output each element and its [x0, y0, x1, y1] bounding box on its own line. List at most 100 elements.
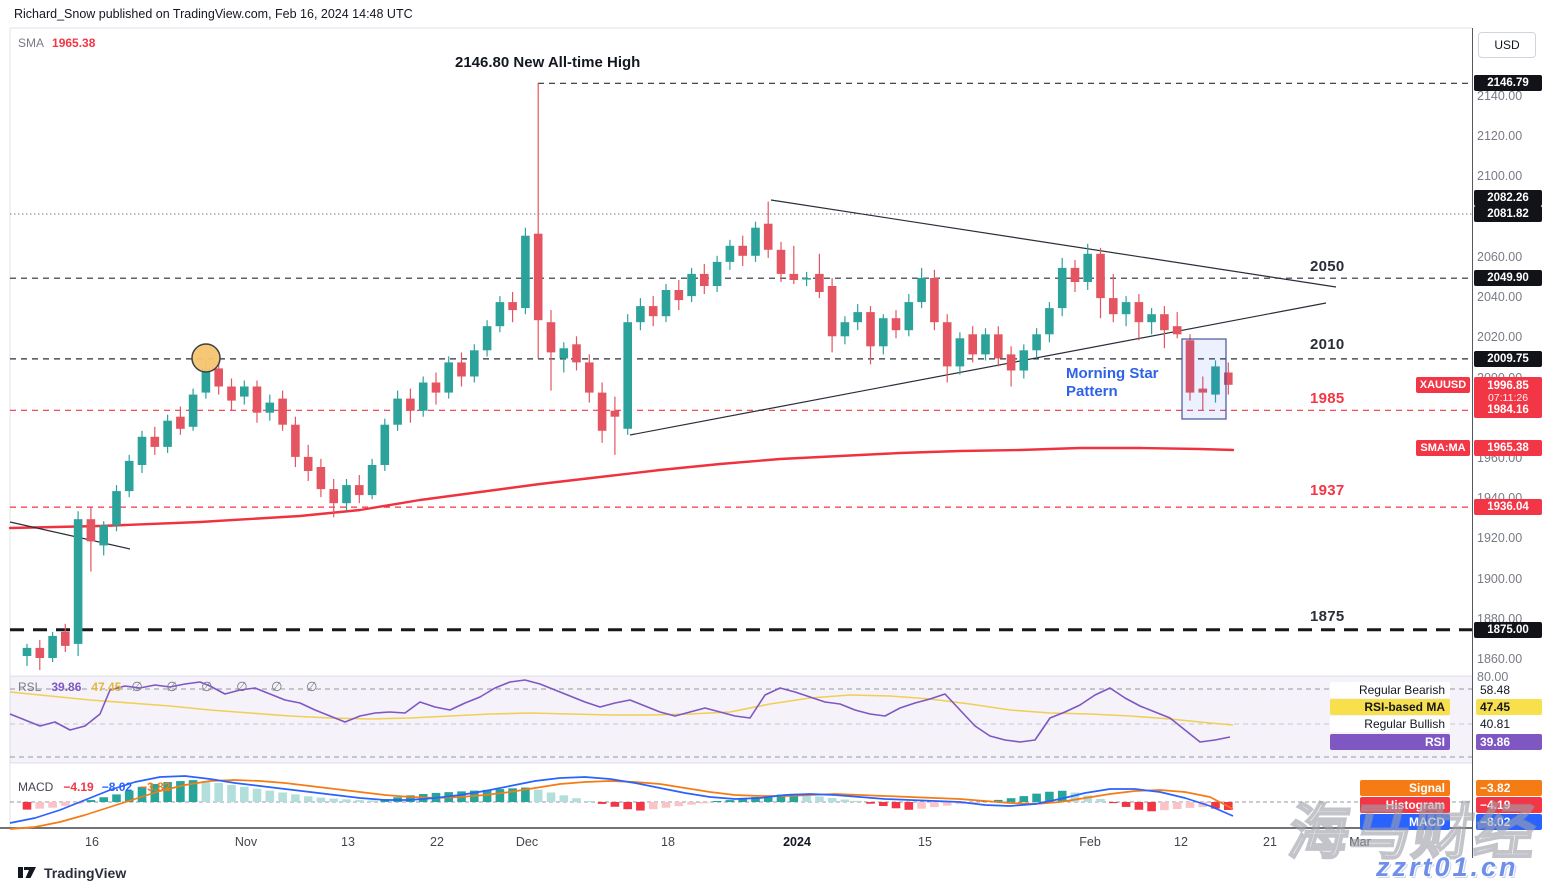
candle-body [1109, 298, 1118, 315]
macd-legend-title: MACD [18, 780, 54, 794]
candle-body [48, 635, 57, 658]
macd-histogram-bar [1185, 802, 1195, 808]
macd-histogram-bar [725, 800, 735, 802]
rsi-row-label-rsi-based-ma: RSI-based MA [1330, 699, 1450, 715]
candle-body [1070, 267, 1080, 282]
macd-legend[interactable]: MACD −4.19 −8.02 −3.82 [18, 780, 178, 794]
macd-histogram-bar [214, 783, 223, 802]
macd-histogram-bar [1057, 790, 1067, 802]
macd-histogram-bar [738, 798, 747, 802]
macd-histogram-bar [1096, 798, 1105, 802]
candle-body [201, 368, 211, 393]
candle-body [137, 436, 147, 465]
morning-star-line2: Pattern [1066, 383, 1118, 400]
candle-body [533, 233, 543, 321]
badge-value: 2049.90 [1487, 272, 1529, 285]
macd-histogram-bar [303, 796, 313, 802]
macd-histogram-bar [1134, 802, 1144, 810]
candle-body [240, 386, 249, 397]
macd-histogram-bar [994, 799, 1003, 802]
candle-body [176, 416, 185, 429]
rsi-ma-line [9, 691, 1234, 726]
macd-histogram-bar [252, 788, 262, 802]
macd-histogram-bar [942, 802, 952, 806]
macd-histogram-bar [636, 802, 645, 811]
candle-body [150, 436, 160, 447]
rsi-legend[interactable]: RSL 39.86 47.45 ∅ ∅ ∅ ∅ ∅ ∅ [18, 679, 327, 695]
time-tick-15: 15 [918, 835, 932, 849]
rsi-divergence-zero-markers: ∅ ∅ ∅ ∅ ∅ ∅ [131, 679, 328, 694]
tradingview-logo[interactable]: TradingView [18, 864, 126, 881]
candle-body [112, 491, 121, 526]
currency-button[interactable]: USD [1478, 32, 1536, 58]
candle-body [508, 302, 517, 311]
morning-star-line1: Morning Star [1066, 365, 1159, 382]
candle-body [1198, 388, 1208, 393]
all-time-high-annotation: 2146.80 New All-time High [455, 54, 641, 71]
macd-histogram-bar [188, 780, 198, 802]
macd-histogram-bar [1032, 793, 1041, 802]
macd-histogram-bar [406, 795, 415, 802]
macd-legend-value: −3.82 [140, 780, 171, 794]
macd-histogram-bar [86, 800, 96, 802]
rsi-row-label-rsi: RSI [1330, 734, 1450, 750]
macd-histogram-bar [329, 798, 338, 802]
candle-body [329, 489, 338, 504]
sma-legend[interactable]: SMA 1965.38 [18, 36, 95, 50]
rsi-row-value-47.45: 47.45 [1476, 699, 1542, 715]
macd-histogram-bar [1109, 802, 1118, 804]
macd-histogram-bar [48, 802, 57, 808]
macd-row-label-signal: Signal [1360, 780, 1450, 796]
macd-histogram-bar [508, 788, 517, 802]
circle-highlight-marker [191, 343, 221, 373]
rsi-legend-value: 39.86 [51, 680, 82, 694]
macd-histogram-bar [597, 802, 607, 804]
candle-body [303, 456, 313, 471]
candle-body [444, 362, 453, 393]
macd-histogram-bar [687, 802, 696, 805]
candle-body [61, 631, 70, 646]
macd-histogram-bar [22, 802, 32, 810]
series-chip-XAUUSD: XAUUSD [1416, 376, 1470, 393]
rsi-row-label-regular-bullish: Regular Bullish [1330, 716, 1450, 732]
candle-body [278, 398, 287, 425]
macd-histogram-bar [802, 795, 811, 802]
candle-body [495, 302, 505, 327]
macd-histogram-bar [1160, 802, 1169, 811]
candle-body [521, 235, 530, 309]
time-tick-21: 21 [1263, 835, 1277, 849]
macd-histogram-bar [482, 789, 492, 802]
candle-body [1224, 372, 1233, 385]
badge-value: 2009.75 [1487, 352, 1529, 365]
candle-body [802, 278, 811, 280]
level-label-1875: 1875 [1310, 608, 1345, 625]
time-tick-Nov: Nov [234, 835, 258, 849]
candle-body [763, 223, 773, 250]
rsi-band-background [10, 676, 1472, 763]
candle-body [891, 318, 901, 331]
candle-body [367, 465, 377, 496]
candle-body [955, 338, 965, 367]
publish-attribution: Richard_Snow published on TradingView.co… [14, 7, 413, 21]
tradingview-logo-icon [18, 867, 36, 878]
candle-body [853, 312, 862, 323]
candle-body [917, 278, 926, 303]
candle-body [393, 398, 402, 425]
macd-histogram-bar [891, 802, 901, 809]
price-tick-2100.00: 2100.00 [1477, 169, 1523, 184]
macd-histogram-bar [316, 797, 326, 802]
candle-body [610, 410, 620, 417]
trendline-2 [9, 521, 131, 550]
candle-body [1134, 302, 1144, 323]
candle-body [482, 326, 492, 351]
candle-body [124, 460, 134, 492]
macd-histogram-bar [585, 801, 594, 802]
time-tick-22: 22 [430, 835, 444, 849]
chart-canvas[interactable] [0, 0, 1472, 858]
candle-body [418, 382, 428, 411]
sma-legend-label: SMA [18, 36, 45, 50]
candle-body [968, 334, 977, 355]
macd-histogram-bar [240, 786, 249, 802]
macd-histogram-bar [1006, 798, 1016, 802]
candle-body [942, 322, 952, 367]
